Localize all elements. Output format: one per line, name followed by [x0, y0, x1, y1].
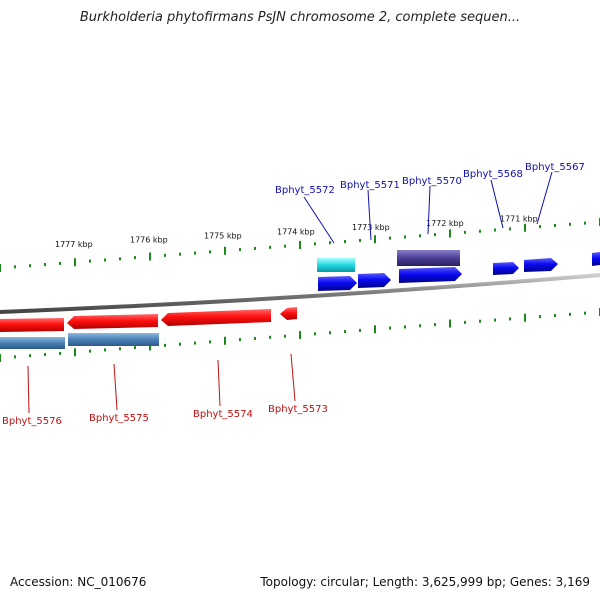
gene-feature-steel-2[interactable] [68, 333, 159, 346]
cds-arrow-5571[interactable] [358, 273, 391, 288]
bottom-leader-lines [27, 353, 296, 414]
chromosome-backbone [0, 273, 600, 314]
tick-label: 1776 kbp [130, 236, 168, 245]
cds-arrow-5567[interactable] [524, 258, 558, 272]
reverse-strand [0, 307, 297, 349]
bottom-gene-labels: Bphyt_5576 Bphyt_5575 Bphyt_5574 Bphyt_5… [2, 404, 328, 427]
tick-label: 1773 kbp [352, 223, 390, 232]
cds-arrow-5570[interactable] [399, 267, 462, 283]
gene-feature-purple[interactable] [397, 250, 460, 266]
gene-label-top[interactable]: Bphyt_5568 [463, 169, 523, 180]
outer-tick-row [0, 218, 600, 272]
gene-label-top[interactable]: Bphyt_5571 [340, 180, 400, 191]
gene-label-bottom[interactable]: Bphyt_5576 [2, 416, 62, 427]
tick-label: 1774 kbp [277, 227, 315, 236]
tick-label: 1772 kbp [426, 219, 464, 228]
top-leader-lines [303, 171, 553, 244]
tick-labels: 1777 kbp 1776 kbp 1775 kbp 1774 kbp 1773 kbp… [55, 215, 538, 249]
gene-label-bottom[interactable]: Bphyt_5574 [193, 409, 253, 420]
gene-feature-cyan[interactable] [317, 258, 355, 272]
cds-arrow-5575[interactable] [67, 314, 158, 329]
inner-tick-row [0, 308, 600, 362]
forward-strand [317, 250, 600, 291]
accession-text: Accession: NC_010676 [10, 575, 147, 589]
cds-arrow-5568[interactable] [493, 262, 519, 275]
summary-text: Topology: circular; Length: 3,625,999 bp… [260, 575, 590, 589]
tick-label: 1775 kbp [204, 231, 242, 240]
gene-label-bottom[interactable]: Bphyt_5575 [89, 413, 149, 424]
tick-label: 1777 kbp [55, 240, 93, 249]
cds-arrow-5576[interactable] [0, 318, 64, 332]
cds-arrow-5573[interactable] [280, 307, 297, 320]
top-gene-labels: Bphyt_5572 Bphyt_5571 Bphyt_5570 Bphyt_5… [275, 162, 585, 196]
gene-label-top[interactable]: Bphyt_5572 [275, 185, 335, 196]
gene-label-top[interactable]: Bphyt_5567 [525, 162, 585, 173]
page-title: Burkholderia phytofirmans PsJN chromosom… [79, 10, 521, 25]
gene-feature-steel-1[interactable] [0, 337, 65, 349]
gene-label-top[interactable]: Bphyt_5570 [402, 176, 462, 187]
tick-label: 1771 kbp [500, 215, 538, 224]
cds-arrow-edge[interactable] [592, 252, 600, 266]
gene-label-bottom[interactable]: Bphyt_5573 [268, 404, 328, 415]
cds-arrow-5574[interactable] [161, 309, 271, 326]
cds-arrow-5572[interactable] [318, 276, 357, 291]
